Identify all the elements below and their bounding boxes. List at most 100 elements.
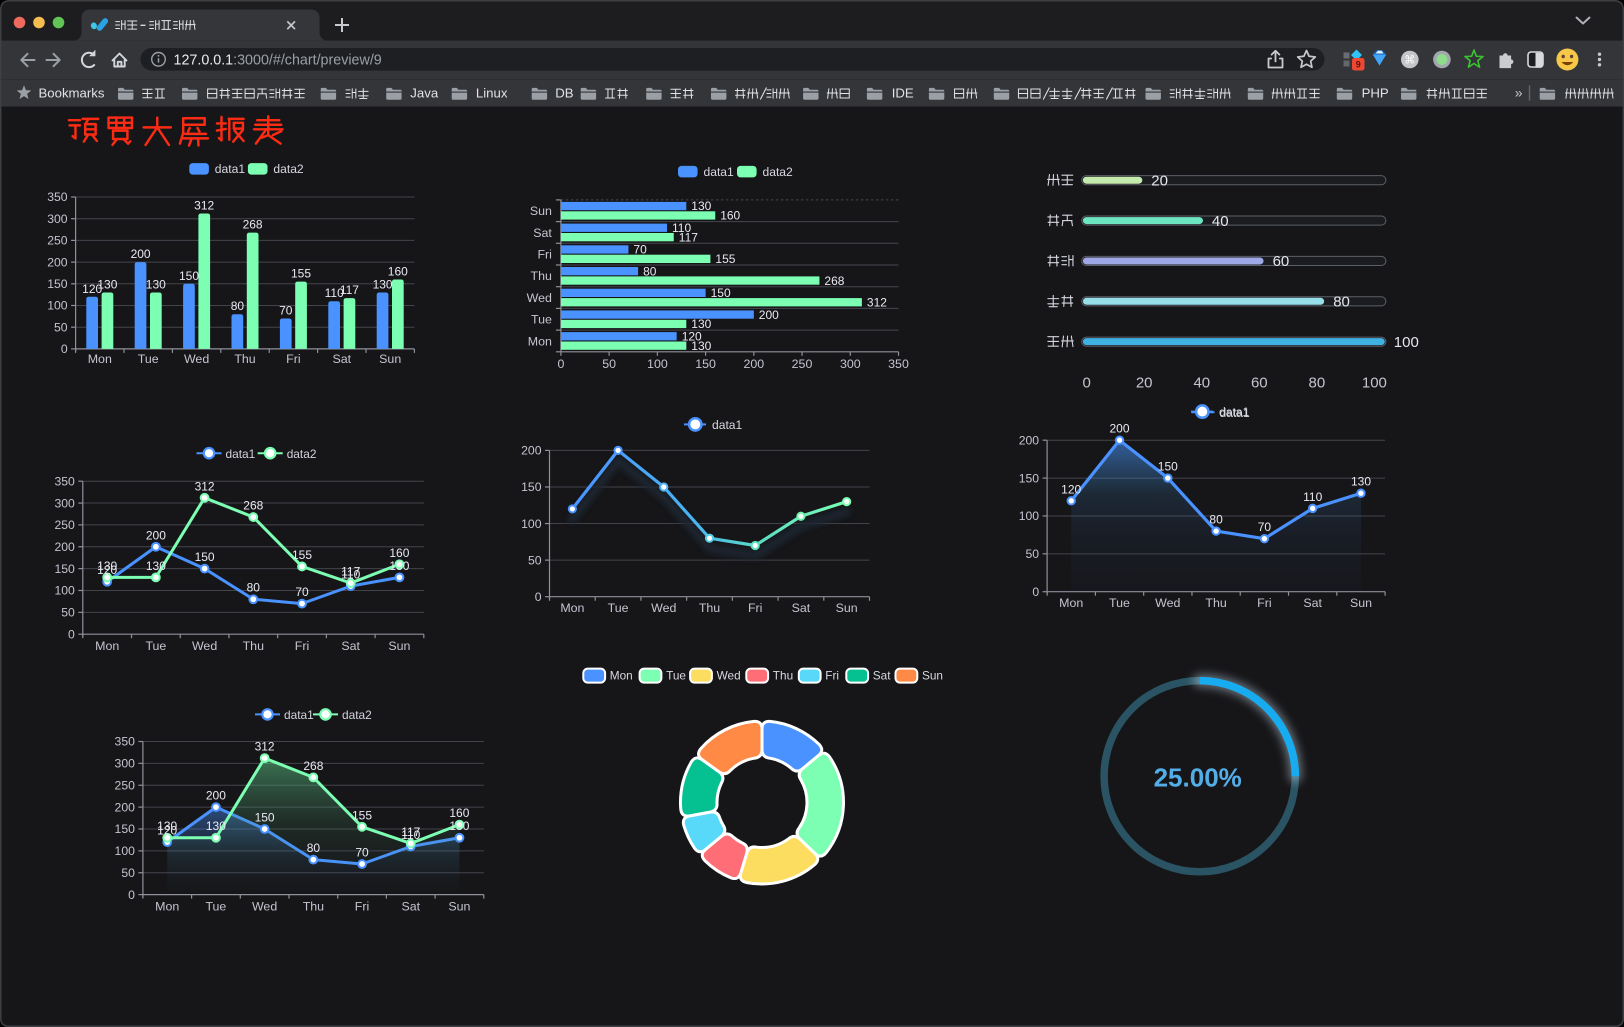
- svg-text:312: 312: [194, 199, 214, 213]
- svg-text:Sun: Sun: [530, 204, 552, 218]
- svg-text:Sun: Sun: [388, 639, 410, 653]
- svg-text:Fri: Fri: [748, 601, 762, 615]
- svg-text:Sat: Sat: [332, 352, 351, 366]
- svg-text:PHP: PHP: [1362, 85, 1389, 100]
- svg-text:268: 268: [243, 218, 263, 232]
- svg-text:0: 0: [128, 888, 135, 902]
- svg-text:Sat: Sat: [533, 226, 552, 240]
- svg-text:Tue: Tue: [531, 313, 552, 327]
- svg-text:Thu: Thu: [699, 601, 720, 615]
- svg-text:300: 300: [47, 212, 68, 226]
- svg-text:Fri: Fri: [1257, 596, 1271, 610]
- svg-text:0: 0: [1083, 374, 1091, 391]
- svg-text:100: 100: [647, 357, 668, 371]
- svg-text:data2: data2: [287, 447, 317, 461]
- svg-text:data1: data1: [226, 447, 256, 461]
- svg-text:70: 70: [633, 243, 647, 257]
- svg-text:Fri: Fri: [537, 248, 551, 262]
- svg-text:130: 130: [691, 339, 711, 353]
- svg-text:Wed: Wed: [527, 291, 552, 305]
- svg-text:Sun: Sun: [1350, 596, 1372, 610]
- svg-text:100: 100: [521, 517, 542, 531]
- svg-text:Tue: Tue: [145, 639, 166, 653]
- svg-text:0: 0: [61, 342, 68, 356]
- svg-text:150: 150: [1158, 460, 1178, 474]
- svg-text:100: 100: [1362, 374, 1387, 391]
- svg-text:130: 130: [146, 278, 166, 292]
- svg-text:Mon: Mon: [560, 601, 584, 615]
- svg-text:110: 110: [672, 221, 691, 235]
- svg-text:80: 80: [1209, 513, 1223, 527]
- svg-text:130: 130: [206, 819, 226, 833]
- svg-text:Sun: Sun: [379, 352, 401, 366]
- svg-text:Thu: Thu: [303, 900, 324, 914]
- svg-text:50: 50: [528, 553, 542, 567]
- svg-text:120: 120: [157, 824, 177, 838]
- svg-text:150: 150: [54, 562, 75, 576]
- svg-text:data2: data2: [763, 165, 794, 179]
- svg-text:IDE: IDE: [892, 85, 914, 100]
- svg-text:Sat: Sat: [873, 668, 891, 682]
- svg-text:312: 312: [255, 740, 275, 754]
- svg-text:300: 300: [115, 757, 136, 771]
- svg-text:155: 155: [291, 267, 311, 281]
- svg-text:data1: data1: [712, 418, 743, 432]
- svg-text:160: 160: [388, 265, 408, 279]
- svg-text:20: 20: [1136, 374, 1153, 391]
- svg-text:DB: DB: [555, 85, 574, 100]
- svg-text:268: 268: [303, 759, 323, 773]
- svg-text:130: 130: [691, 199, 711, 213]
- svg-text:50: 50: [54, 320, 68, 334]
- svg-text:Fri: Fri: [825, 668, 839, 682]
- svg-text:160: 160: [720, 209, 740, 223]
- svg-text:155: 155: [292, 548, 312, 562]
- svg-text:268: 268: [824, 274, 844, 288]
- svg-text:50: 50: [1026, 547, 1040, 561]
- svg-text:50: 50: [61, 606, 75, 620]
- svg-text:70: 70: [355, 846, 369, 860]
- svg-text:Tue: Tue: [608, 601, 629, 615]
- svg-text:117: 117: [679, 230, 698, 244]
- svg-text:100: 100: [47, 299, 68, 313]
- svg-text:80: 80: [1309, 374, 1326, 391]
- svg-text:25.00%: 25.00%: [1154, 763, 1242, 793]
- svg-text:130: 130: [691, 317, 711, 331]
- svg-text:data1: data1: [704, 165, 735, 179]
- svg-text:350: 350: [54, 474, 75, 488]
- svg-text:Wed: Wed: [651, 601, 676, 615]
- svg-text:Wed: Wed: [192, 639, 217, 653]
- svg-text:300: 300: [54, 496, 75, 510]
- svg-text:200: 200: [146, 528, 166, 542]
- svg-text:60: 60: [1273, 253, 1290, 270]
- svg-text:150: 150: [47, 277, 68, 291]
- svg-text:9: 9: [1356, 60, 1361, 70]
- svg-text:Sat: Sat: [1303, 596, 1322, 610]
- svg-text:130: 130: [1351, 475, 1371, 489]
- svg-text:Tue: Tue: [1109, 596, 1130, 610]
- svg-text:120: 120: [97, 563, 117, 577]
- svg-text:Tue: Tue: [205, 900, 226, 914]
- svg-text:155: 155: [352, 808, 372, 822]
- svg-text:200: 200: [1109, 422, 1129, 436]
- svg-text:130: 130: [97, 278, 117, 292]
- svg-text:Linux: Linux: [476, 85, 508, 100]
- svg-text:Thu: Thu: [1205, 596, 1226, 610]
- svg-text:80: 80: [231, 299, 245, 313]
- svg-text:127.0.0.1:3000/#/chart/preview: 127.0.0.1:3000/#/chart/preview/9: [174, 52, 382, 68]
- svg-text:data1: data1: [1219, 405, 1250, 419]
- svg-text:Fri: Fri: [355, 900, 369, 914]
- svg-text:350: 350: [47, 190, 68, 204]
- svg-text:50: 50: [121, 866, 135, 880]
- svg-text:120: 120: [1061, 482, 1081, 496]
- svg-text:110: 110: [325, 286, 344, 300]
- svg-text:data2: data2: [342, 708, 372, 722]
- svg-text:150: 150: [179, 269, 199, 283]
- svg-text:Sat: Sat: [792, 601, 811, 615]
- svg-text:350: 350: [115, 735, 136, 749]
- svg-text:120: 120: [682, 330, 702, 344]
- svg-text:Fri: Fri: [286, 352, 300, 366]
- svg-text:data1: data1: [215, 162, 246, 176]
- svg-text:Sun: Sun: [448, 900, 470, 914]
- svg-text:110: 110: [341, 568, 360, 582]
- svg-text:Sat: Sat: [401, 900, 420, 914]
